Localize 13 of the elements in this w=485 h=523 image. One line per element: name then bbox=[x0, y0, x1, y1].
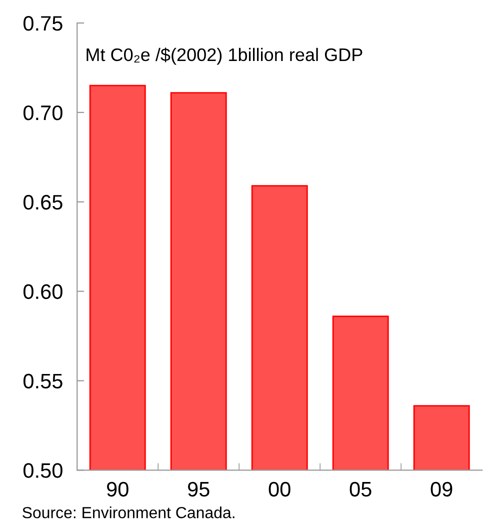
y-tick-label: 0.50 bbox=[23, 463, 62, 478]
x-tick-label: 00 bbox=[268, 482, 290, 497]
x-tick-label: 95 bbox=[188, 482, 210, 497]
x-tick-label: 05 bbox=[350, 482, 372, 497]
x-tick-label: 09 bbox=[430, 482, 452, 497]
x-tick-label: 90 bbox=[107, 482, 128, 497]
y-axis-title: Mt C0₂e /$(2002) 1billion real GDP bbox=[86, 48, 362, 65]
source-note: Source: Environment Canada. bbox=[22, 506, 234, 518]
y-tick-label: 0.75 bbox=[23, 16, 62, 31]
y-tick-label: 0.65 bbox=[23, 194, 62, 210]
y-tick-label: 0.55 bbox=[23, 374, 62, 388]
y-tick-label: 0.70 bbox=[23, 105, 62, 120]
y-tick-label: 0.60 bbox=[23, 284, 62, 300]
